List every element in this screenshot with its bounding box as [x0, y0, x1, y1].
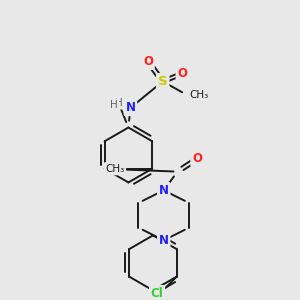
Text: H: H — [110, 100, 118, 110]
Text: O: O — [143, 55, 153, 68]
Text: O: O — [192, 152, 202, 165]
Text: O: O — [177, 67, 188, 80]
Text: N: N — [159, 184, 169, 197]
Text: CH₃: CH₃ — [105, 164, 124, 174]
Text: S: S — [158, 75, 168, 88]
Text: N: N — [159, 234, 169, 247]
Text: CH₃: CH₃ — [189, 90, 209, 100]
Text: H: H — [115, 98, 122, 108]
Text: Cl: Cl — [151, 287, 164, 300]
Text: N: N — [125, 101, 135, 114]
